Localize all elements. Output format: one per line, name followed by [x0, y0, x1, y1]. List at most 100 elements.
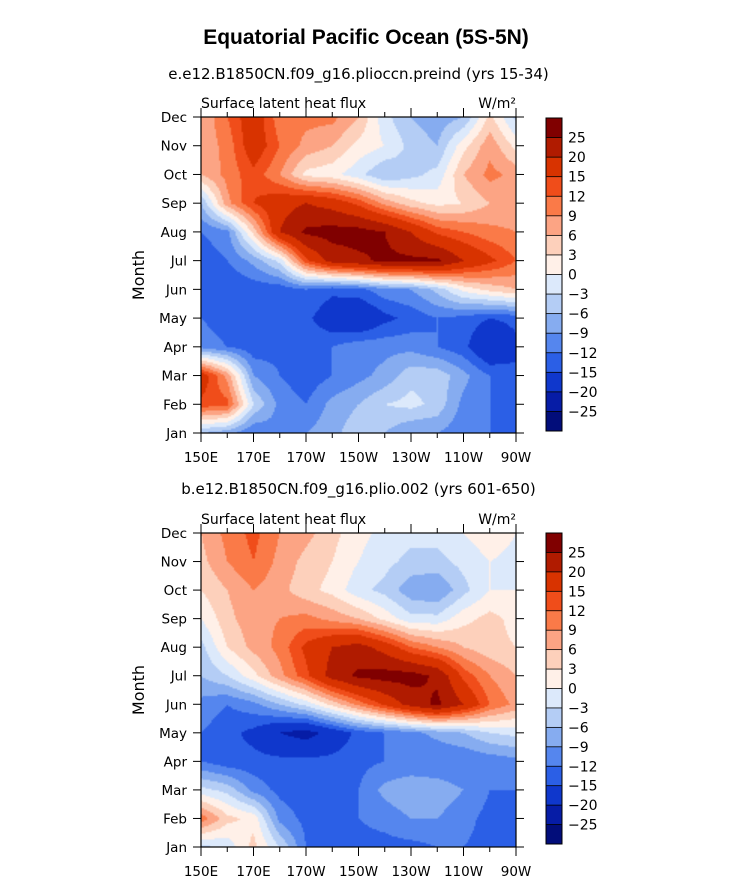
- colorbar-label: 12: [568, 189, 586, 205]
- colorbar-label: −15: [568, 365, 598, 381]
- panel-plio: b.e12.B1850CN.f09_g16.plio.002 (yrs 601-…: [129, 480, 598, 880]
- y-tick-label: Dec: [161, 526, 187, 542]
- y-tick-label: Feb: [163, 397, 187, 413]
- panel-preind: e.e12.B1850CN.f09_g16.plioccn.preind (yr…: [129, 65, 598, 466]
- panel-subtitle: e.e12.B1850CN.f09_g16.plioccn.preind (yr…: [168, 65, 549, 84]
- heatmap-field: [201, 533, 516, 847]
- colorbar-swatch: [546, 785, 562, 806]
- y-tick-label: Mar: [162, 783, 188, 799]
- colorbar-swatch: [546, 391, 562, 412]
- colorbar-label: 15: [568, 170, 586, 186]
- colorbar-label: −3: [568, 287, 589, 303]
- colorbar-label: 0: [568, 682, 577, 698]
- colorbar-swatch: [546, 254, 562, 275]
- colorbar-swatch: [546, 649, 562, 670]
- colorbar-label: −20: [568, 385, 598, 401]
- colorbar-swatch: [546, 533, 562, 553]
- y-tick-label: Jan: [165, 840, 187, 856]
- colorbar-label: 20: [568, 565, 586, 581]
- colorbar-swatch: [546, 215, 562, 236]
- y-tick-label: Sep: [162, 612, 187, 628]
- x-tick-label: 90W: [501, 450, 532, 466]
- colorbar-label: −25: [568, 404, 598, 420]
- y-tick-label: Jun: [165, 697, 187, 713]
- colorbar-label: 6: [568, 228, 577, 244]
- colorbar-swatch: [546, 766, 562, 786]
- x-tick-label: 150E: [184, 450, 218, 466]
- y-tick-label: May: [159, 726, 187, 742]
- heatmap-field: [201, 117, 516, 433]
- x-tick-label: 150W: [339, 450, 378, 466]
- x-tick-label: 170W: [286, 864, 325, 880]
- colorbar-swatch: [546, 688, 562, 709]
- colorbar-swatch: [546, 176, 562, 197]
- x-tick-label: 170E: [236, 450, 270, 466]
- colorbar-swatch: [546, 805, 562, 825]
- colorbar-swatch: [546, 411, 562, 432]
- colorbar-label: −9: [568, 326, 589, 342]
- colorbar-label: 25: [568, 131, 586, 147]
- colorbar-swatch: [546, 313, 562, 334]
- colorbar-swatch: [546, 118, 562, 138]
- x-tick-label: 90W: [501, 864, 532, 880]
- colorbar-label: −12: [568, 346, 598, 362]
- variable-label: Surface latent heat flux: [201, 96, 366, 112]
- colorbar-label: −12: [568, 759, 598, 775]
- colorbar-label: −6: [568, 307, 589, 323]
- x-tick-label: 110W: [444, 450, 483, 466]
- colorbar-swatch: [546, 707, 562, 728]
- x-tick-label: 170E: [236, 864, 270, 880]
- colorbar-label: −9: [568, 740, 589, 756]
- colorbar-label: 3: [568, 248, 577, 264]
- colorbar-swatch: [546, 333, 562, 354]
- colorbar-swatch: [546, 746, 562, 767]
- colorbar-label: 9: [568, 623, 577, 639]
- y-tick-label: Apr: [164, 754, 188, 770]
- y-tick-label: Jul: [170, 254, 187, 270]
- colorbar-swatch: [546, 352, 562, 373]
- y-tick-label: Jul: [170, 669, 187, 685]
- x-tick-label: 130W: [391, 864, 430, 880]
- colorbar-swatch: [546, 157, 562, 177]
- colorbar-label: −20: [568, 798, 598, 814]
- colorbar-label: −6: [568, 720, 589, 736]
- x-tick-label: 150E: [184, 864, 218, 880]
- colorbar-swatch: [546, 196, 562, 217]
- colorbar-label: 12: [568, 604, 586, 620]
- colorbar-label: 0: [568, 268, 577, 284]
- colorbar-swatch: [546, 727, 562, 748]
- y-tick-label: May: [159, 311, 187, 327]
- colorbar-label: 15: [568, 584, 586, 600]
- y-tick-label: Jan: [165, 426, 187, 442]
- colorbar-swatch: [546, 372, 562, 393]
- colorbar-label: 20: [568, 150, 586, 166]
- colorbar-label: 6: [568, 643, 577, 659]
- y-tick-label: Dec: [161, 110, 187, 126]
- y-tick-label: Mar: [162, 369, 188, 385]
- y-axis-label: Month: [129, 250, 148, 300]
- y-tick-label: Aug: [161, 225, 187, 241]
- colorbar-swatch: [546, 274, 562, 295]
- x-tick-label: 170W: [286, 450, 325, 466]
- colorbar-swatch: [546, 137, 562, 158]
- colorbar-swatch: [546, 630, 562, 650]
- colorbar-label: 3: [568, 662, 577, 678]
- colorbar-label: −25: [568, 818, 598, 834]
- y-tick-label: Aug: [161, 640, 187, 656]
- y-tick-label: Feb: [163, 811, 187, 827]
- colorbar-swatch: [546, 294, 562, 314]
- variable-label: Surface latent heat flux: [201, 512, 366, 528]
- colorbar-swatch: [546, 610, 562, 631]
- y-tick-label: Oct: [164, 167, 187, 183]
- y-tick-label: Jun: [165, 282, 187, 298]
- units-label: W/m²: [478, 96, 516, 112]
- x-tick-label: 110W: [444, 864, 483, 880]
- colorbar-swatch: [546, 571, 562, 592]
- colorbar-swatch: [546, 591, 562, 612]
- colorbar-label: 9: [568, 209, 577, 225]
- panel-subtitle: b.e12.B1850CN.f09_g16.plio.002 (yrs 601-…: [181, 480, 536, 499]
- colorbar-label: −15: [568, 779, 598, 795]
- page-title: Equatorial Pacific Ocean (5S-5N): [203, 26, 529, 49]
- x-tick-label: 150W: [339, 864, 378, 880]
